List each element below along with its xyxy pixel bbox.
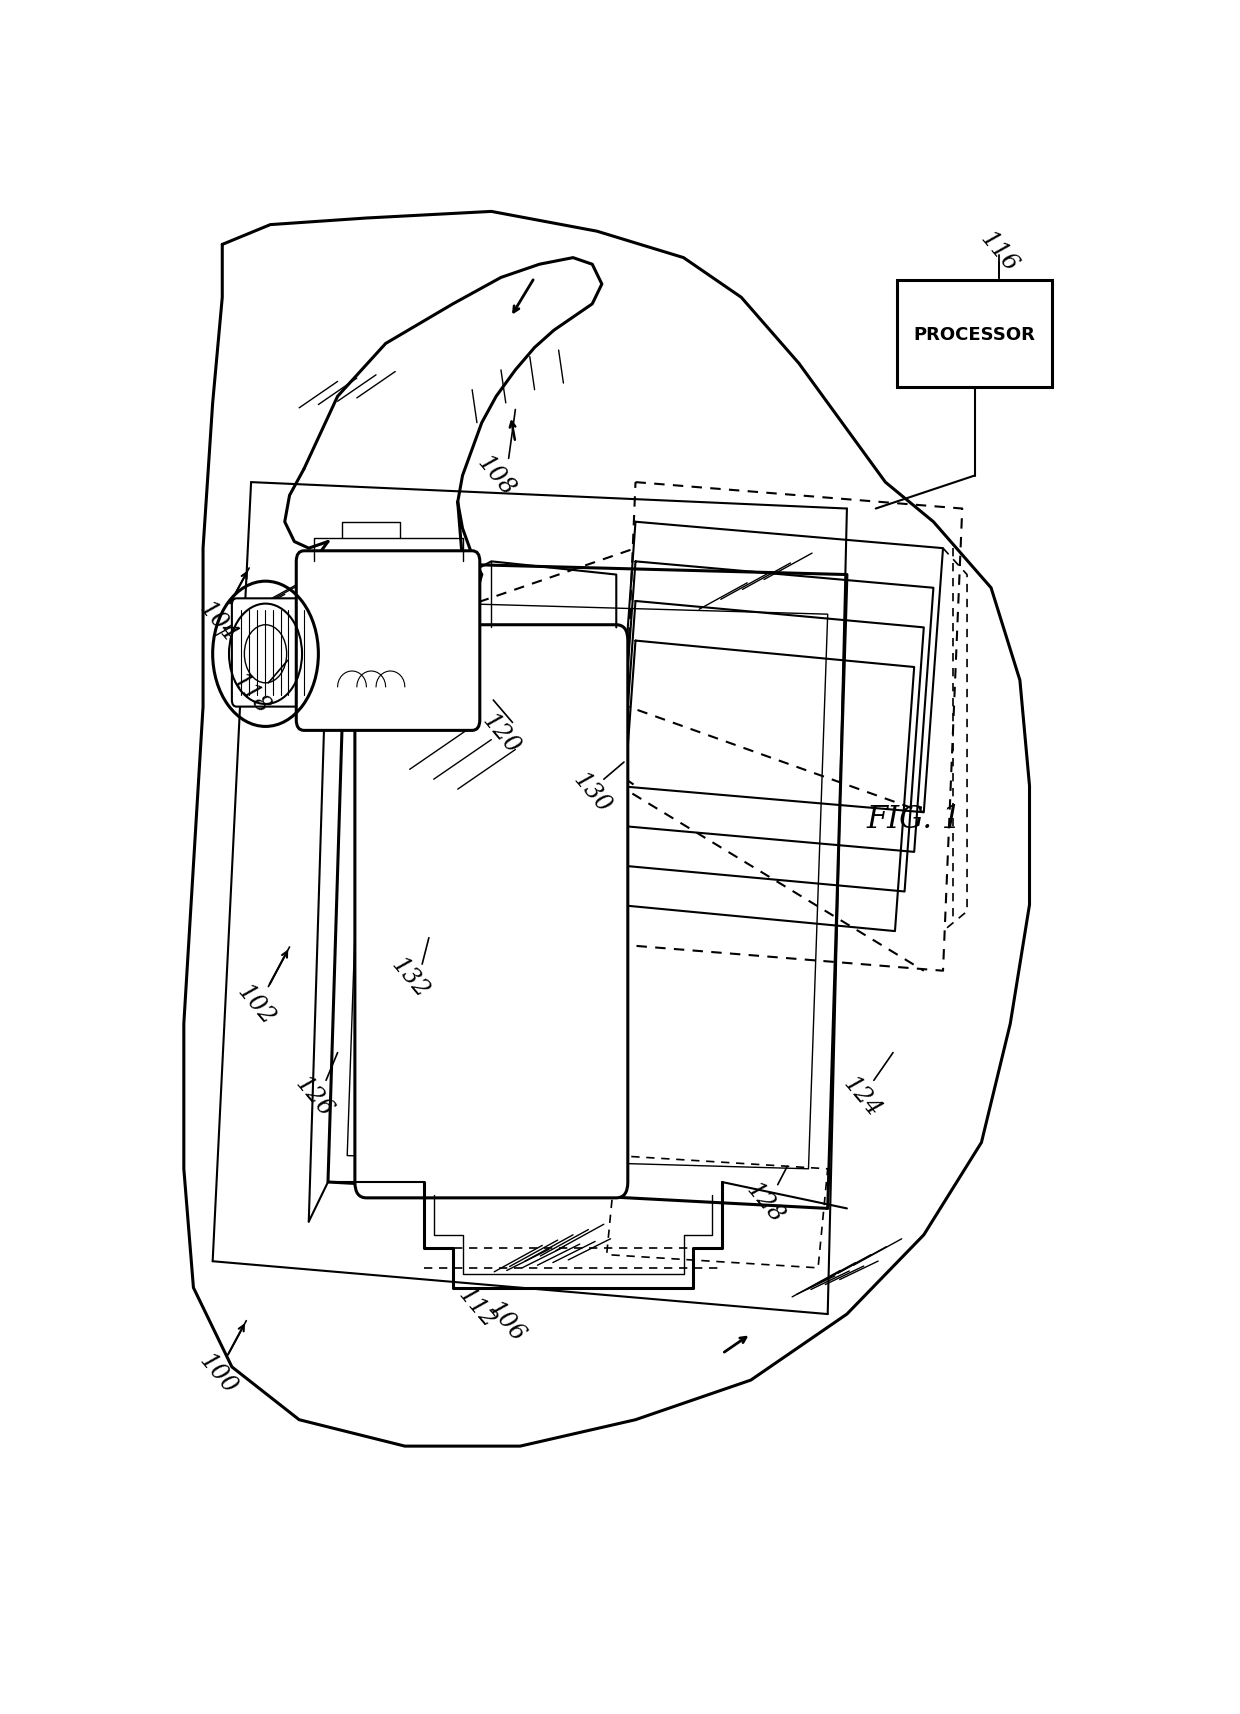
Text: PROCESSOR: PROCESSOR (914, 326, 1035, 343)
Text: 104: 104 (195, 596, 241, 646)
Text: 118: 118 (228, 670, 274, 718)
Text: 108: 108 (472, 451, 520, 500)
Text: 130: 130 (569, 768, 615, 818)
Text: 126: 126 (290, 1071, 337, 1121)
Text: 100: 100 (195, 1349, 241, 1399)
Text: 112: 112 (454, 1284, 500, 1332)
FancyBboxPatch shape (296, 552, 480, 730)
Text: 120: 120 (477, 710, 525, 758)
FancyBboxPatch shape (897, 281, 1052, 387)
Text: 116: 116 (976, 228, 1022, 276)
Text: 106: 106 (482, 1296, 529, 1345)
Text: 132: 132 (387, 953, 433, 1003)
Text: 102: 102 (233, 979, 279, 1028)
Text: 124: 124 (838, 1071, 884, 1121)
Text: FIG. 1: FIG. 1 (867, 804, 962, 835)
Text: 128: 128 (742, 1178, 789, 1227)
FancyBboxPatch shape (232, 598, 314, 708)
FancyBboxPatch shape (355, 626, 627, 1198)
